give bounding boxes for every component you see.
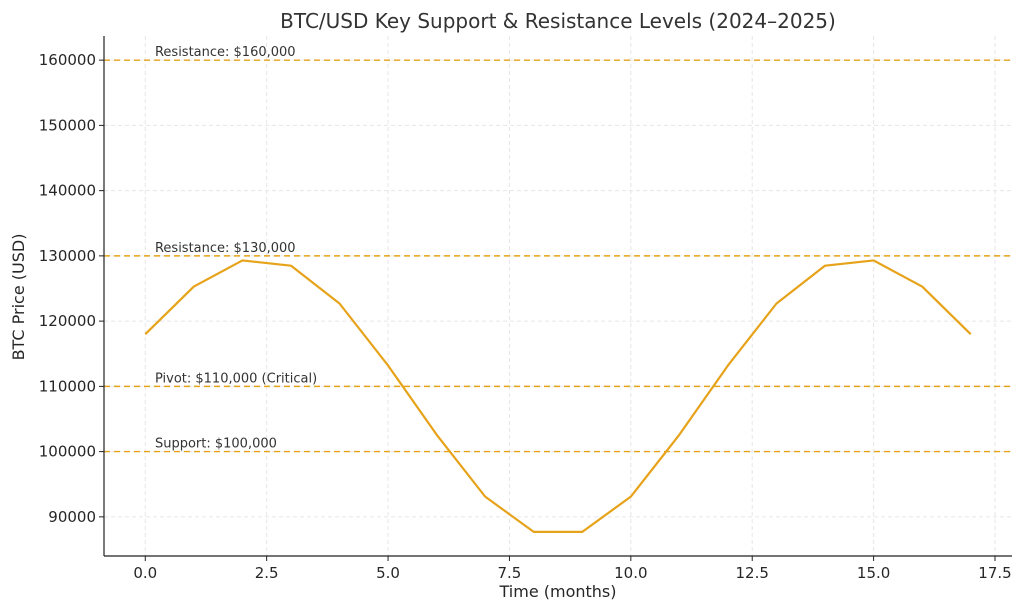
y-tick-label: 140000 <box>39 182 96 200</box>
x-axis-label: Time (months) <box>499 582 617 601</box>
grid <box>104 36 1012 556</box>
reference-line-label: Resistance: $160,000 <box>155 45 296 60</box>
reference-line-label: Support: $100,000 <box>155 437 277 452</box>
x-tick-label: 7.5 <box>498 564 522 582</box>
y-axis-label: BTC Price (USD) <box>9 234 28 361</box>
y-tick-label: 120000 <box>39 312 96 330</box>
x-tick-label: 17.5 <box>978 564 1011 582</box>
x-tick-label: 12.5 <box>736 564 769 582</box>
y-tick-label: 110000 <box>39 377 96 395</box>
y-tick-label: 150000 <box>39 116 96 134</box>
x-tick-label: 0.0 <box>133 564 157 582</box>
reference-line-label: Resistance: $130,000 <box>155 241 296 256</box>
chart-title: BTC/USD Key Support & Resistance Levels … <box>280 9 836 33</box>
axes: 0.0 2.5 5.0 7.5 10.0 12.5 15.0 17.5 90000 100000 1… <box>39 36 1012 582</box>
x-tick-label: 10.0 <box>614 564 647 582</box>
y-tick-label: 160000 <box>39 51 96 69</box>
y-tick-label: 100000 <box>39 443 96 461</box>
y-tick-label: 90000 <box>48 508 96 526</box>
reference-lines: Resistance: $160,000 Resistance: $130,000… <box>104 45 1012 453</box>
series-line <box>144 259 972 533</box>
x-tick-label: 15.0 <box>857 564 890 582</box>
x-tick-label: 2.5 <box>255 564 279 582</box>
y-tick-label: 130000 <box>39 247 96 265</box>
series-layer <box>144 259 972 533</box>
reference-line-label: Pivot: $110,000 (Critical) <box>155 371 317 386</box>
x-tick-label: 5.0 <box>376 564 400 582</box>
